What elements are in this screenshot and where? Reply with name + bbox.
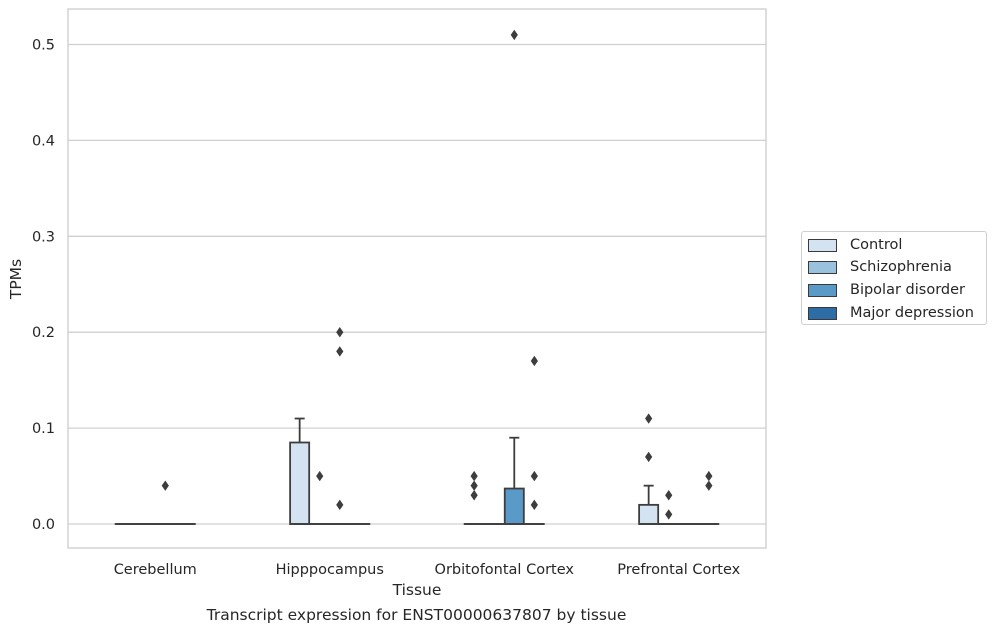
outlier-point bbox=[470, 480, 478, 491]
outlier-point bbox=[470, 490, 478, 501]
x-tick-label: Hipppocampus bbox=[276, 562, 384, 578]
x-tick-label: Prefrontal Cortex bbox=[617, 562, 740, 578]
box-control-hipppocampus bbox=[289, 417, 311, 525]
plot-frame bbox=[67, 8, 767, 549]
gridlines bbox=[68, 43, 766, 525]
outlier-point bbox=[645, 451, 653, 463]
box-major-depression-orbitofontal-cortex bbox=[523, 355, 545, 525]
legend-item-bipolar-disorder: Bipolar disorder bbox=[808, 281, 965, 299]
box-control-prefrontal-cortex bbox=[638, 413, 660, 525]
y-tick-labels: 0.0 0.1 0.2 0.3 0.4 0.5 bbox=[32, 37, 55, 533]
x-axis-label: Tissue bbox=[392, 581, 442, 599]
box-bipolar-disorder-cerebellum bbox=[154, 480, 176, 525]
outlier-point bbox=[336, 346, 344, 357]
outlier-point bbox=[336, 327, 344, 338]
legend-item-schizophrenia: Schizophrenia bbox=[808, 258, 952, 276]
legend-label-schizophrenia: Schizophrenia bbox=[850, 259, 952, 275]
y-tick-label: 0.3 bbox=[32, 229, 55, 245]
y-tick-label: 0.5 bbox=[32, 37, 55, 53]
x-tick-label: Cerebellum bbox=[114, 562, 197, 578]
legend-swatch-bipolar-disorder bbox=[808, 283, 837, 297]
box-schizophrenia-prefrontal-cortex bbox=[658, 490, 680, 525]
outlier-point bbox=[510, 29, 518, 41]
x-tick-labels: Cerebellum Hipppocampus Orbitofontal Corte… bbox=[114, 562, 741, 578]
box-schizophrenia-hipppocampus bbox=[309, 470, 331, 525]
outlier-point bbox=[705, 480, 713, 491]
box-bipolar-disorder-hipppocampus bbox=[329, 327, 351, 525]
outlier-point bbox=[530, 355, 538, 367]
legend-label-major-depression: Major depression bbox=[850, 305, 974, 321]
boxes bbox=[114, 29, 720, 525]
y-axis-label: TPMs bbox=[7, 259, 25, 300]
box-body bbox=[503, 487, 525, 525]
legend: Control Schizophrenia Bipolar disorder M… bbox=[801, 231, 987, 325]
outlier-point bbox=[645, 413, 653, 424]
legend-swatch-major-depression bbox=[808, 306, 837, 320]
box-control-orbitofontal-cortex bbox=[463, 470, 485, 525]
box-body bbox=[638, 503, 660, 525]
legend-item-control: Control bbox=[808, 236, 902, 254]
outlier-point bbox=[530, 499, 538, 511]
outlier-point bbox=[705, 470, 713, 482]
legend-label-bipolar-disorder: Bipolar disorder bbox=[850, 282, 965, 298]
legend-swatch-schizophrenia bbox=[808, 260, 837, 274]
outlier-point bbox=[316, 470, 324, 482]
box-major-depression-prefrontal-cortex bbox=[698, 470, 720, 525]
outlier-point bbox=[530, 470, 538, 482]
outlier-point bbox=[470, 470, 478, 482]
outlier-point bbox=[665, 509, 673, 520]
box-bipolar-disorder-orbitofontal-cortex bbox=[503, 29, 525, 525]
y-tick-label: 0.2 bbox=[32, 325, 55, 341]
outlier-point bbox=[161, 480, 169, 491]
box-body bbox=[289, 441, 311, 525]
y-tick-label: 0.0 bbox=[32, 517, 55, 533]
outlier-point bbox=[336, 499, 344, 511]
y-tick-label: 0.1 bbox=[32, 421, 55, 437]
legend-swatch-control bbox=[808, 238, 837, 252]
legend-label-control: Control bbox=[850, 237, 903, 253]
outlier-point bbox=[665, 490, 673, 501]
legend-item-major-depression: Major depression bbox=[808, 304, 974, 322]
y-tick-label: 0.4 bbox=[32, 133, 55, 149]
figure-caption: Transcript expression for ENST0000063780… bbox=[206, 606, 627, 624]
x-tick-label: Orbitofontal Cortex bbox=[435, 562, 575, 578]
